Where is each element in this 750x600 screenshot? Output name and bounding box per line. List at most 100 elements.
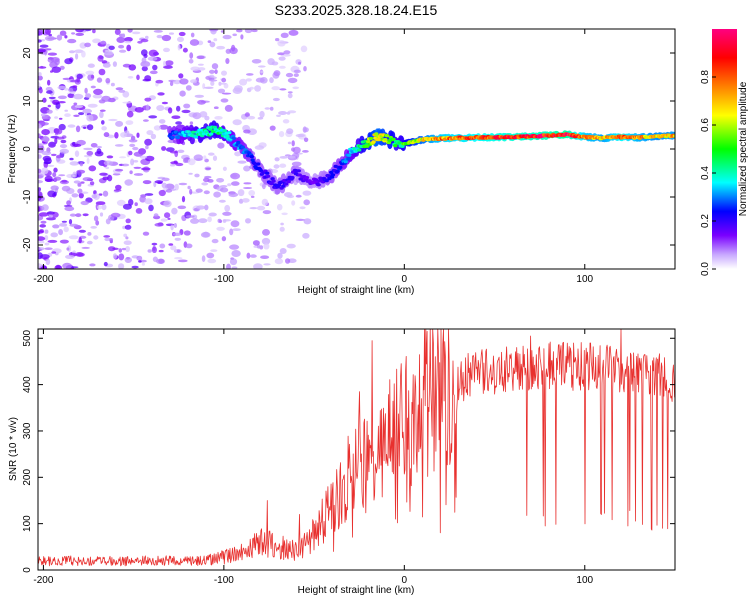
noise-blob bbox=[48, 96, 56, 100]
noise-blob bbox=[197, 99, 206, 105]
ridge-core bbox=[197, 128, 202, 132]
noise-blob bbox=[38, 180, 43, 184]
noise-blob bbox=[151, 242, 158, 246]
noise-blob bbox=[126, 44, 132, 52]
noise-blob bbox=[209, 74, 215, 79]
ridge-core bbox=[391, 137, 396, 141]
noise-blob bbox=[156, 105, 165, 111]
noise-blob bbox=[260, 255, 270, 259]
noise-blob bbox=[248, 190, 256, 196]
noise-blob bbox=[197, 63, 204, 66]
noise-blob bbox=[241, 198, 250, 203]
noise-blob bbox=[110, 82, 115, 87]
noise-blob bbox=[124, 37, 133, 42]
noise-blob bbox=[204, 158, 209, 163]
noise-blob bbox=[142, 231, 150, 236]
noise-blob bbox=[277, 40, 286, 47]
noise-blob bbox=[72, 85, 78, 88]
noise-blob bbox=[150, 133, 157, 140]
snr-panel: -200 -100 0 100 0 100 200 300 400 500 Height of … bbox=[8, 328, 676, 596]
noise-blob bbox=[69, 161, 80, 166]
noise-blob bbox=[53, 191, 57, 197]
noise-blob bbox=[59, 30, 67, 36]
noise-blob bbox=[87, 63, 95, 68]
ridge-core bbox=[397, 141, 402, 145]
noise-blob bbox=[38, 212, 49, 217]
noise-blob bbox=[90, 143, 98, 148]
noise-blob bbox=[38, 39, 42, 43]
noise-blob bbox=[188, 172, 193, 175]
colorbar-tick-label: 0.8 bbox=[700, 70, 711, 84]
ridge-core bbox=[400, 144, 405, 148]
noise-blob bbox=[74, 150, 80, 157]
noise-blob bbox=[179, 78, 189, 85]
noise-blob bbox=[125, 218, 131, 224]
noise-blob bbox=[193, 154, 203, 161]
noise-blob bbox=[56, 34, 63, 41]
noise-blob bbox=[302, 190, 312, 196]
noise-blob bbox=[164, 212, 171, 219]
noise-blob bbox=[177, 36, 184, 43]
ridge-core bbox=[313, 178, 319, 182]
noise-blob bbox=[177, 259, 188, 263]
noise-blob bbox=[285, 258, 291, 264]
noise-blob bbox=[127, 29, 133, 33]
noise-blob bbox=[54, 116, 59, 119]
noise-blob bbox=[96, 145, 102, 149]
noise-blob bbox=[76, 76, 80, 83]
noise-blob bbox=[303, 218, 312, 225]
noise-blob bbox=[44, 29, 52, 35]
noise-blob bbox=[190, 218, 200, 224]
noise-blob bbox=[38, 143, 45, 146]
noise-blob bbox=[250, 195, 255, 198]
ridge-core bbox=[347, 153, 352, 157]
snr-y-tick-label: 200 bbox=[22, 469, 33, 486]
noise-blob bbox=[87, 103, 98, 108]
noise-blob bbox=[97, 55, 104, 62]
noise-blob bbox=[284, 154, 291, 157]
noise-blob bbox=[213, 106, 219, 109]
noise-blob bbox=[299, 206, 306, 210]
noise-blob bbox=[89, 263, 96, 267]
ridge-core bbox=[316, 183, 321, 187]
noise-blob bbox=[66, 173, 75, 179]
noise-blob bbox=[158, 119, 166, 124]
noise-blob bbox=[63, 226, 69, 233]
noise-blob bbox=[121, 247, 126, 251]
ridge-halo bbox=[189, 136, 195, 145]
noise-blob bbox=[178, 73, 184, 79]
noise-blob bbox=[279, 88, 287, 91]
ridge-core bbox=[281, 184, 286, 188]
noise-blob bbox=[220, 30, 224, 33]
noise-blob bbox=[90, 74, 95, 79]
spectrogram-x-ticks: -200 -100 0 100 bbox=[33, 29, 594, 285]
noise-blob bbox=[177, 205, 187, 210]
colorbar-gradient bbox=[712, 29, 737, 269]
noise-blob bbox=[188, 59, 194, 64]
snr-y-axis-title: SNR (10 * v/v) bbox=[8, 417, 19, 481]
noise-blob bbox=[45, 258, 51, 265]
noise-blob bbox=[251, 29, 258, 33]
noise-blob bbox=[122, 203, 132, 210]
noise-blob bbox=[73, 114, 80, 118]
noise-blob bbox=[145, 145, 149, 150]
noise-blob bbox=[279, 163, 287, 168]
noise-blob bbox=[288, 29, 299, 36]
colorbar-tick-label: 0.6 bbox=[700, 118, 711, 132]
noise-blob bbox=[86, 114, 94, 122]
noise-blob bbox=[295, 218, 305, 221]
noise-blob bbox=[145, 35, 149, 40]
noise-blob bbox=[303, 199, 311, 206]
noise-blob bbox=[134, 202, 138, 207]
noise-blob bbox=[231, 250, 241, 257]
noise-blob bbox=[269, 106, 274, 111]
ridge-core bbox=[210, 129, 216, 133]
noise-blob bbox=[278, 111, 288, 115]
ridge-core bbox=[290, 176, 295, 180]
noise-blob bbox=[39, 44, 49, 48]
noise-blob bbox=[170, 245, 177, 251]
noise-blob bbox=[47, 190, 56, 198]
ridge-core bbox=[265, 174, 271, 178]
noise-blob bbox=[303, 66, 307, 72]
noise-blob bbox=[41, 204, 49, 211]
